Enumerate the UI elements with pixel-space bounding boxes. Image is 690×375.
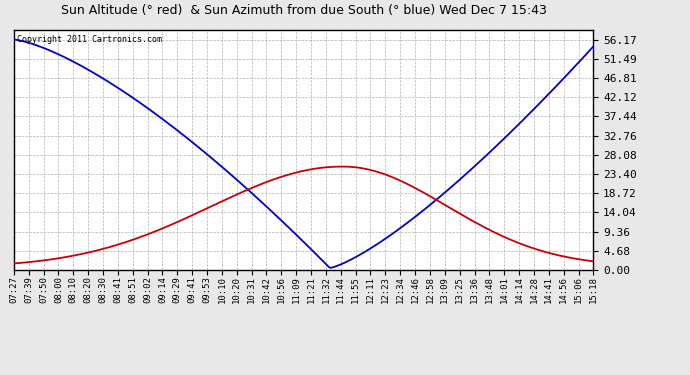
Text: Copyright 2011 Cartronics.com: Copyright 2011 Cartronics.com xyxy=(17,35,161,44)
Text: Sun Altitude (° red)  & Sun Azimuth from due South (° blue) Wed Dec 7 15:43: Sun Altitude (° red) & Sun Azimuth from … xyxy=(61,4,546,17)
